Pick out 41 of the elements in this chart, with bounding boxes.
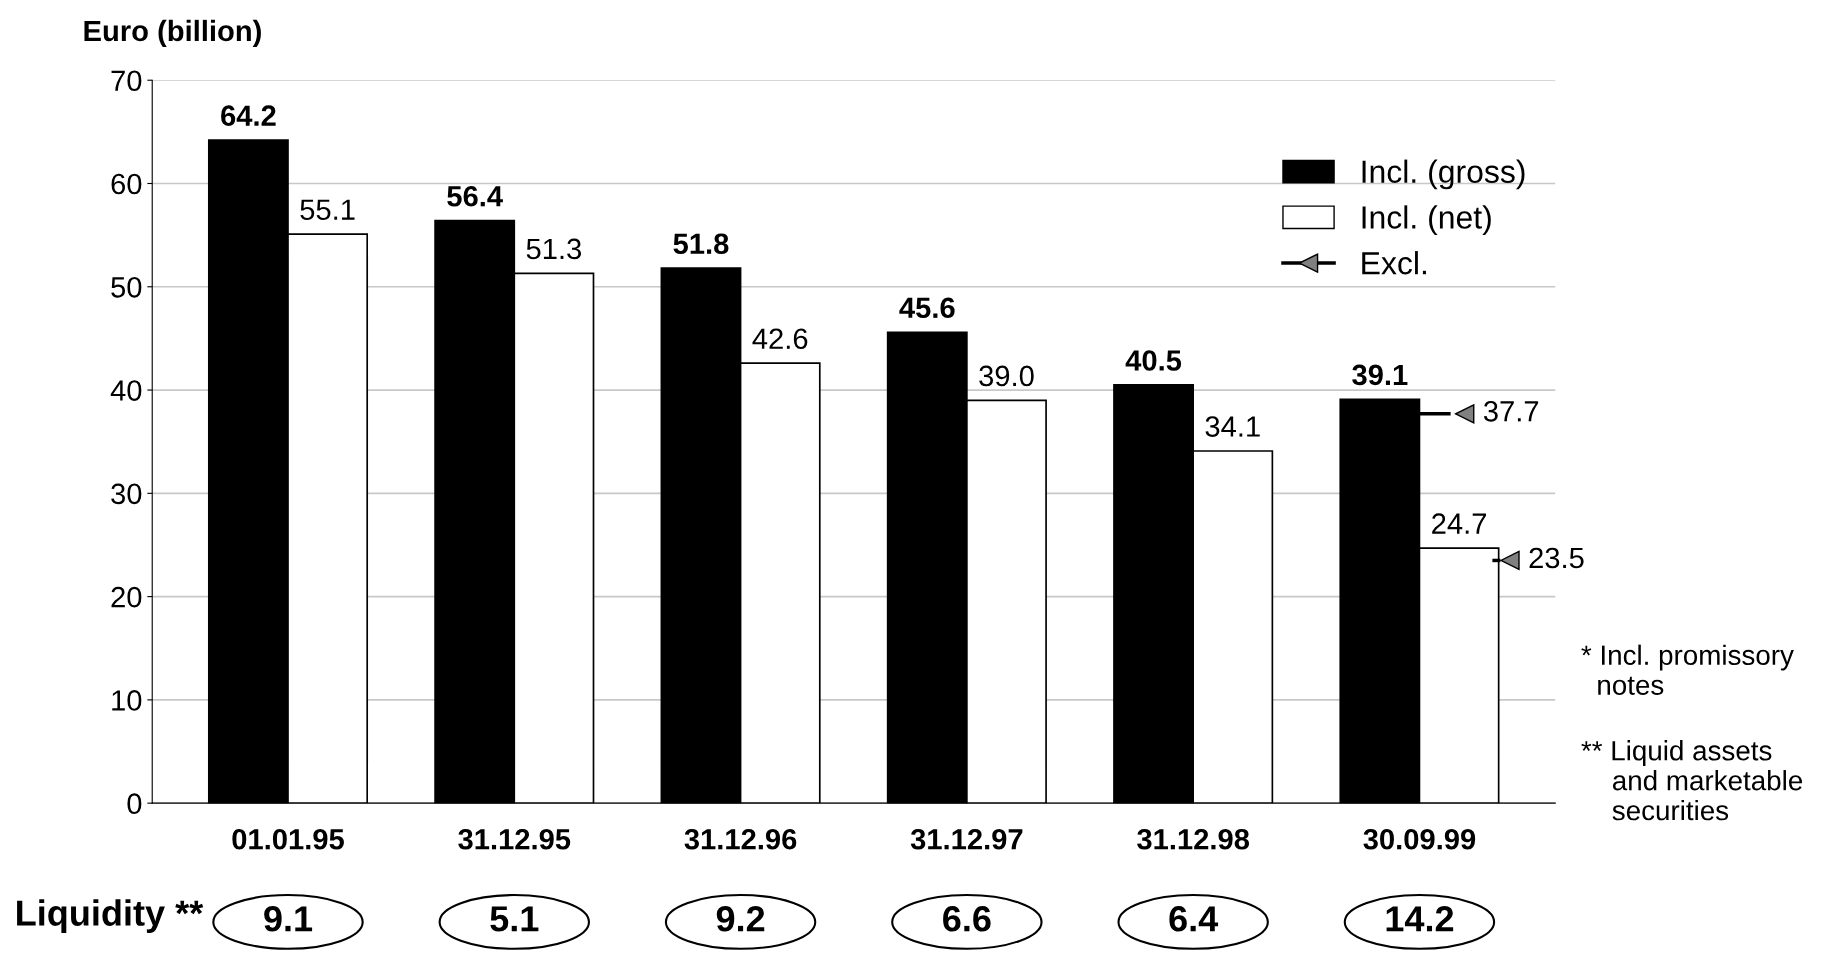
- y-tick-label: 70: [111, 70, 142, 92]
- text: 9.1: [264, 906, 313, 932]
- x-tick-label: 31.12.96: [684, 828, 797, 850]
- y-tick-label: 10: [112, 690, 142, 711]
- x-tick-label: 31.12.95: [458, 828, 571, 850]
- data-label: 40.5: [1125, 350, 1182, 371]
- y-axis-title: Euro (billion): [84, 19, 261, 48]
- x-tick-label: 31.12.98: [1137, 828, 1250, 850]
- data-label: 39.1: [1352, 364, 1408, 386]
- y-tick-label: 40: [110, 380, 142, 401]
- text: * Incl. promissory notes: [1581, 644, 1794, 695]
- x-tick-label: 01.01.95: [232, 828, 344, 850]
- data-label: 51.8: [673, 233, 729, 255]
- y-tick-label: 60: [111, 173, 142, 195]
- x-tick-label: 31.12.97: [910, 828, 1023, 850]
- y-tick-label: 0: [127, 793, 142, 815]
- text: 9.2: [716, 906, 765, 932]
- data-label: 37.7: [1483, 400, 1539, 422]
- data-label: 23.5: [1529, 547, 1584, 569]
- legend-label: Incl. (net): [1362, 205, 1491, 236]
- data-label: 64.2: [221, 105, 276, 127]
- y-tick-label: 30: [111, 483, 142, 505]
- data-label: 55.1: [300, 199, 355, 220]
- legend-label: Excl.: [1362, 251, 1426, 275]
- data-label: 34.1: [1205, 416, 1260, 437]
- data-label: 56.4: [447, 185, 503, 207]
- y-tick-label: 20: [111, 586, 142, 608]
- data-label: 24.7: [1432, 513, 1486, 534]
- legend-label: Incl. (gross): [1362, 159, 1525, 190]
- data-label: 45.6: [899, 297, 955, 319]
- text: 5.1: [490, 906, 539, 932]
- x-tick-label: 30.09.99: [1363, 828, 1476, 850]
- text: Liquidity **: [17, 899, 204, 934]
- text: 6.4: [1169, 906, 1219, 932]
- data-label: 39.0: [979, 365, 1034, 387]
- data-label: 42.6: [752, 328, 808, 350]
- data-label: 51.3: [526, 238, 581, 260]
- text: ** Liquid assets and marketable securities: [1581, 740, 1803, 821]
- text: 14.2: [1386, 906, 1454, 932]
- y-tick-label: 50: [111, 276, 142, 298]
- text: 6.6: [943, 906, 991, 932]
